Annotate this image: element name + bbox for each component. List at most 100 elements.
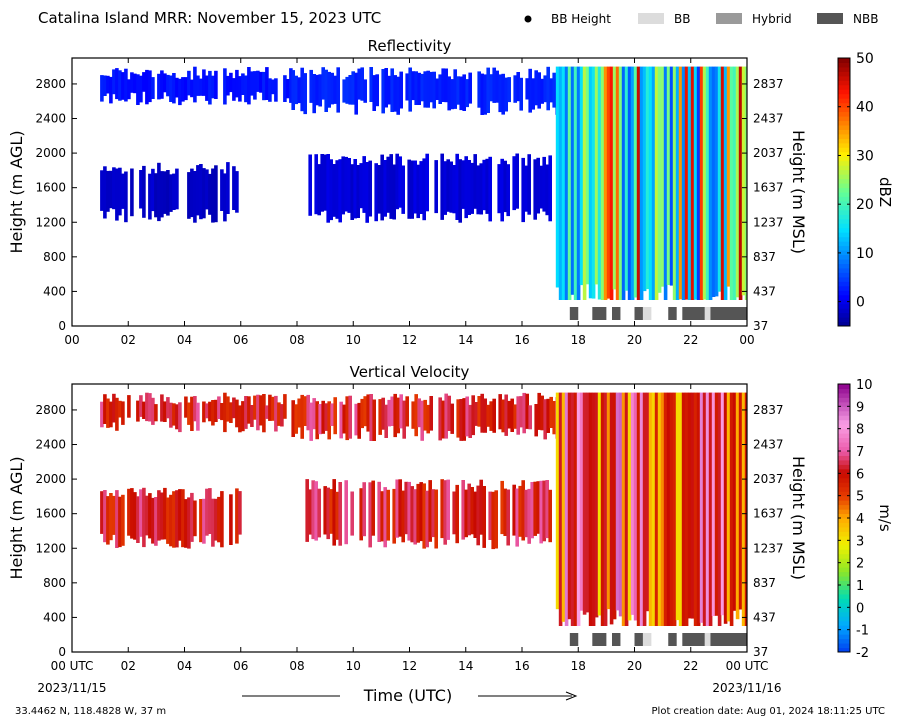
colorbar-segment (838, 281, 850, 287)
heatmap-cell (345, 396, 349, 441)
x-tick-label: 10 (346, 659, 361, 673)
heatmap-cell (459, 76, 463, 111)
heatmap-cell (139, 395, 143, 417)
heatmap-cell (360, 67, 364, 101)
heatmap-cell (513, 75, 517, 103)
heatmap-cell (491, 491, 495, 550)
heatmap-cell (515, 153, 519, 209)
heatmap-cell (446, 159, 450, 212)
x-tick-label: 16 (514, 659, 529, 673)
heatmap-cell (226, 75, 230, 96)
colorbar-segment (838, 120, 850, 126)
heatmap-cell (184, 499, 188, 548)
heatmap-cell (348, 395, 352, 439)
heatmap-cell (139, 75, 143, 103)
colorbar-segment (838, 598, 850, 604)
heatmap-cell (600, 392, 605, 626)
y-tick-right-label: 1637 (753, 507, 784, 521)
bright-band-segment (634, 307, 643, 320)
heatmap-cell (208, 401, 212, 422)
heatmap-cell (606, 392, 611, 610)
x-tick-label: 16 (514, 333, 529, 347)
bright-band-segment (642, 633, 652, 646)
colorbar-segment (838, 254, 850, 260)
heatmap-cell (342, 404, 346, 434)
heatmap-cell (351, 71, 355, 105)
x-tick-label: 12 (402, 659, 417, 673)
y-tick-right-label: 2437 (753, 438, 784, 452)
plot-creation-date: Plot creation date: Aug 01, 2024 18:11:2… (652, 706, 885, 717)
x-tick-label: 00 UTC (51, 659, 94, 673)
colorbar-segment (838, 236, 850, 242)
heatmap-cell (585, 66, 590, 285)
heatmap-cell (405, 396, 409, 427)
heatmap-cell (395, 479, 399, 538)
heatmap-cell (690, 392, 695, 619)
heatmap-cell (353, 159, 357, 219)
x-tick-label: 22 (683, 333, 698, 347)
colorbar-segment (838, 585, 850, 590)
heatmap-cell (536, 481, 540, 534)
heatmap-cell (335, 491, 339, 540)
heatmap-cell (363, 396, 367, 427)
heatmap-cell (142, 72, 146, 92)
heatmap-cell (163, 487, 167, 540)
colorbar-tick-label: 10 (856, 246, 874, 262)
heatmap-cell (636, 392, 641, 626)
panel-title: Vertical Velocity (350, 363, 470, 381)
heatmap-cell (600, 66, 605, 300)
colorbar-segment (838, 544, 850, 550)
arrow-head-icon (565, 691, 578, 701)
heatmap-cell (539, 165, 543, 209)
heatmap-cell (495, 70, 499, 103)
heatmap-cell (390, 68, 394, 112)
heatmap-cell (720, 66, 725, 300)
colorbar: -2 -1 0 1 2 3 4 5 6 7 8 9 10 m/s (837, 378, 894, 661)
colorbar-segment (838, 486, 850, 492)
heatmap-cell (130, 488, 134, 539)
heatmap-cell (103, 490, 107, 543)
colorbar-segment (838, 451, 850, 456)
y-axis-right-label: Height (m MSL) (789, 456, 808, 580)
heatmap-cell (552, 401, 556, 435)
heatmap-cell (232, 397, 236, 419)
heatmap-cell (702, 66, 707, 300)
heatmap-cell (157, 162, 161, 222)
heatmap-cell (211, 168, 215, 223)
heatmap-cell (326, 487, 330, 540)
heatmap-cell (362, 156, 366, 213)
heatmap-cell (262, 71, 266, 101)
heatmap-cell (573, 392, 578, 626)
heatmap-cell (244, 75, 248, 103)
heatmap-region (291, 392, 559, 441)
heatmap-cell (259, 395, 263, 426)
colorbar-segment (838, 388, 850, 394)
heatmap-cell (294, 404, 298, 434)
heatmap-cell (342, 79, 346, 103)
colorbar-segment (838, 647, 850, 653)
heatmap-cell (303, 396, 307, 426)
heatmap-cell (744, 66, 747, 300)
heatmap-cell (468, 404, 472, 438)
bb-legend: BB Height BB Hybrid NBB (524, 12, 878, 26)
heatmap-cell (369, 67, 373, 102)
heatmap-cell (723, 392, 728, 624)
heatmap-cell (527, 154, 531, 215)
colorbar-segment (838, 531, 850, 537)
heatmap-cell (723, 66, 728, 300)
colorbar-segment (838, 491, 850, 497)
heatmap-cell (199, 164, 203, 220)
heatmap-cell (309, 69, 313, 103)
heatmap-cell (738, 66, 743, 300)
heatmap-cell (606, 66, 611, 299)
heatmap-cell (519, 396, 523, 428)
heatmap-cell (396, 76, 400, 115)
heatmap-cell (429, 396, 433, 431)
heatmap-cell (350, 164, 354, 220)
colorbar-segment (838, 151, 850, 157)
heatmap-cell (383, 160, 387, 217)
heatmap-cell (483, 74, 487, 115)
heatmap-cell (564, 392, 569, 626)
heatmap-cell (235, 488, 239, 544)
heatmap-cell (588, 66, 593, 299)
